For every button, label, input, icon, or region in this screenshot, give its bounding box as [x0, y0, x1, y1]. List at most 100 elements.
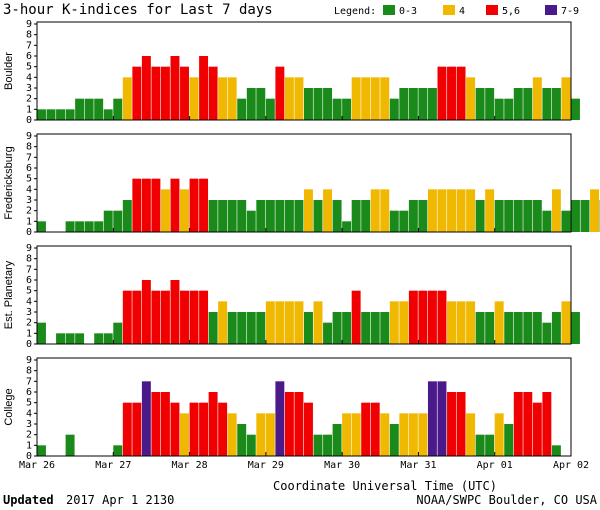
bar-boulder-34	[361, 77, 371, 120]
bar-college-19	[218, 402, 228, 456]
bar-est-planetary-55	[561, 301, 571, 344]
updated-label: Updated	[3, 493, 54, 507]
bar-est-planetary-54	[551, 312, 561, 344]
bar-fredericksburg-39	[408, 200, 418, 232]
bar-college-49	[504, 424, 514, 456]
bar-fredericksburg-9	[122, 200, 132, 232]
y-tick-label: 9	[26, 131, 32, 142]
bar-boulder-41	[427, 88, 437, 120]
bar-fredericksburg-42	[437, 189, 447, 232]
bar-college-16	[189, 402, 199, 456]
y-tick-label: 1	[26, 440, 32, 451]
y-tick-label: 6	[26, 387, 32, 398]
y-tick-label: 7	[26, 40, 32, 51]
bar-fredericksburg-55	[561, 210, 571, 232]
panel-label-boulder: Boulder	[3, 52, 15, 90]
y-tick-label: 1	[26, 104, 32, 115]
bar-college-37	[389, 424, 399, 456]
y-tick-label: 3	[26, 307, 32, 318]
bar-boulder-1	[46, 109, 56, 120]
y-tick-label: 4	[26, 72, 32, 83]
bar-est-planetary-18	[208, 312, 218, 344]
legend-text-4: 4	[459, 6, 465, 17]
bar-boulder-47	[485, 88, 495, 120]
bar-fredericksburg-8	[113, 210, 123, 232]
panels: 0123456789Boulder0123456789Fredericksbur…	[3, 19, 600, 462]
bar-boulder-13	[160, 66, 170, 120]
bar-fredericksburg-14	[170, 178, 180, 232]
bar-college-47	[485, 434, 495, 456]
bar-est-planetary-7	[103, 333, 113, 344]
bar-est-planetary-38	[399, 301, 409, 344]
y-tick-label: 4	[26, 296, 32, 307]
bar-est-planetary-34	[361, 312, 371, 344]
bar-fredericksburg-46	[475, 200, 485, 232]
bar-est-planetary-40	[418, 290, 428, 344]
bar-boulder-39	[408, 88, 418, 120]
legend-swatch-4	[443, 5, 455, 15]
bar-college-13	[160, 392, 170, 456]
bar-boulder-18	[208, 66, 218, 120]
y-tick-label: 2	[26, 430, 32, 441]
bar-boulder-55	[561, 77, 571, 120]
bar-fredericksburg-29	[313, 200, 323, 232]
bar-boulder-54	[551, 88, 561, 120]
bar-fredericksburg-44	[456, 189, 466, 232]
bar-college-22	[246, 434, 256, 456]
legend-text-7-9: 7-9	[561, 6, 579, 17]
bar-fredericksburg-43	[447, 189, 456, 232]
bar-boulder-16	[189, 77, 199, 120]
bar-boulder-49	[504, 98, 514, 120]
bar-est-planetary-17	[199, 290, 209, 344]
bar-fredericksburg-22	[246, 210, 256, 232]
bar-est-planetary-46	[475, 312, 485, 344]
bar-boulder-21	[237, 98, 247, 120]
bar-boulder-23	[256, 88, 266, 120]
bar-est-planetary-27	[294, 301, 304, 344]
bar-college-54	[551, 445, 561, 456]
x-tick-label-mar-31: Mar 31	[400, 460, 436, 471]
bar-fredericksburg-34	[361, 200, 371, 232]
bar-boulder-48	[494, 98, 504, 120]
bar-college-14	[170, 402, 180, 456]
bar-boulder-52	[532, 77, 542, 120]
bar-boulder-24	[265, 98, 275, 120]
y-tick-label: 5	[26, 398, 32, 409]
bar-college-33	[351, 413, 361, 456]
bar-boulder-40	[418, 88, 428, 120]
bar-est-planetary-32	[342, 312, 352, 344]
x-tick-label-mar-28: Mar 28	[172, 460, 208, 471]
bar-boulder-35	[370, 77, 380, 120]
bar-boulder-37	[389, 98, 399, 120]
bar-fredericksburg-48	[494, 200, 504, 232]
bar-est-planetary-52	[532, 312, 542, 344]
bar-boulder-12	[151, 66, 161, 120]
bar-est-planetary-16	[189, 290, 199, 344]
bar-college-48	[494, 413, 504, 456]
y-tick-label: 8	[26, 142, 32, 153]
x-tick-label-mar-27: Mar 27	[95, 460, 131, 471]
bar-boulder-56	[571, 98, 580, 120]
panel-frame	[36, 21, 572, 121]
bar-boulder-36	[380, 77, 390, 120]
bar-boulder-2	[56, 109, 66, 120]
bar-college-20	[227, 413, 237, 456]
bar-fredericksburg-47	[485, 189, 495, 232]
bar-est-planetary-48	[494, 301, 504, 344]
bar-est-planetary-45	[466, 301, 476, 344]
bar-fredericksburg-0	[37, 221, 46, 232]
bar-boulder-53	[542, 88, 552, 120]
bar-fredericksburg-31	[332, 200, 342, 232]
bar-college-35	[370, 402, 380, 456]
bar-college-26	[284, 392, 294, 456]
y-tick-label: 3	[26, 195, 32, 206]
y-tick-label: 0	[26, 115, 32, 126]
y-tick-label: 2	[26, 94, 32, 105]
bar-fredericksburg-54	[551, 189, 561, 232]
legend-swatch-5-6	[486, 5, 498, 15]
bar-college-36	[380, 413, 390, 456]
y-tick-label: 1	[26, 328, 32, 339]
y-tick-label: 2	[26, 318, 32, 329]
